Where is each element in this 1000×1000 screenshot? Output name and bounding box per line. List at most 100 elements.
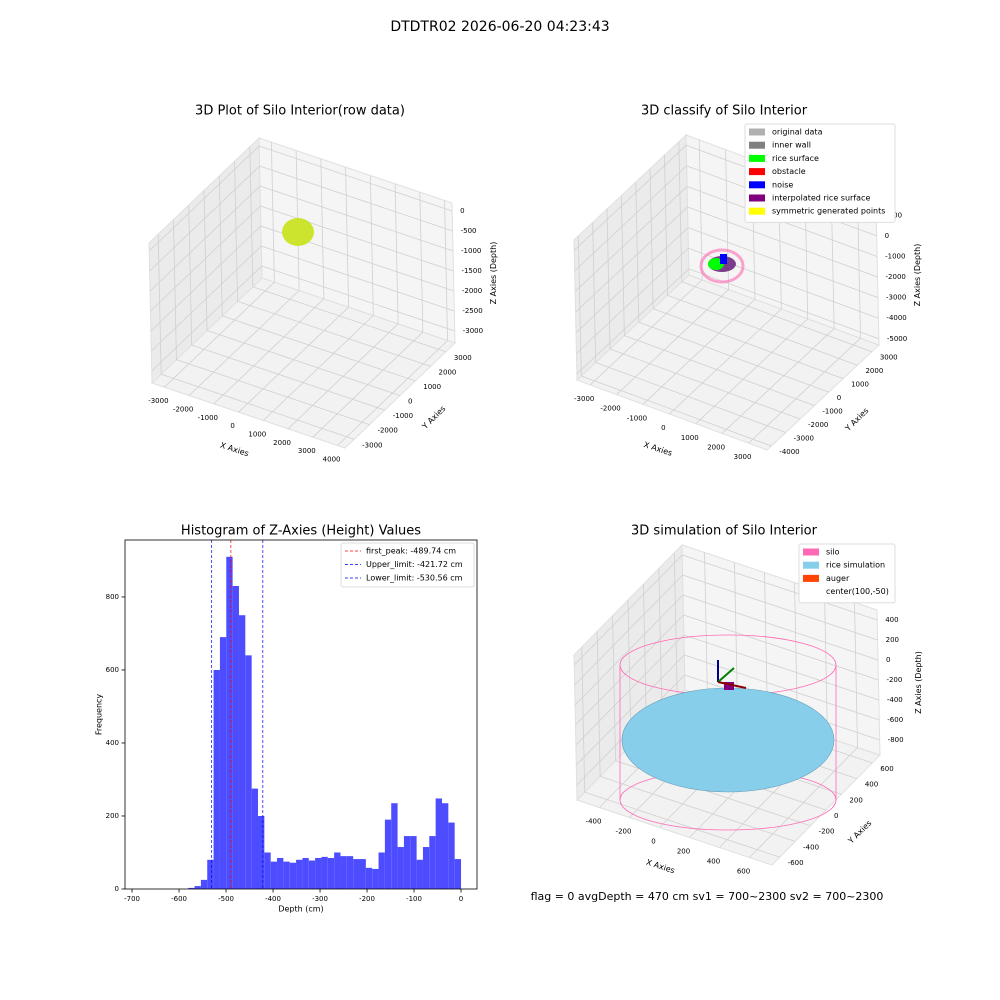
bar (397, 847, 404, 889)
axes-title: 3D simulation of Silo Interior (631, 524, 818, 539)
bar (422, 847, 430, 889)
grid-line (574, 574, 683, 686)
grid-line (681, 281, 872, 353)
grid-line (252, 286, 446, 353)
z-tick-label: -2000 (462, 287, 482, 295)
grid-line (574, 165, 687, 272)
x-tick-label: -3000 (148, 397, 168, 405)
grid-line (218, 175, 223, 316)
grid-line (584, 791, 780, 858)
grid-line (612, 615, 616, 761)
bar (334, 852, 341, 889)
z-tick-label: -500 (461, 227, 477, 235)
legend-patch (749, 141, 765, 149)
y-tick-label: 0 (115, 885, 119, 893)
y-tick-label: -2000 (808, 421, 828, 429)
x-tick-label: -1000 (198, 414, 218, 422)
legend-patch (803, 548, 819, 556)
grid-line (249, 146, 254, 287)
grid-line (576, 268, 690, 375)
z-tick-label: -200 (886, 676, 902, 684)
grid-line (369, 175, 374, 316)
bar (270, 861, 278, 889)
plot-frame (124, 539, 478, 890)
bar (226, 556, 233, 889)
bar (219, 637, 227, 889)
bar (346, 856, 354, 889)
y-tick-label: 600 (106, 666, 119, 674)
grid-line (682, 574, 878, 641)
z-axis-label: Z Axies (Depth) (913, 244, 922, 307)
y-tick-label: -400 (803, 843, 819, 851)
x-tick-label: 600 (737, 868, 750, 876)
y-axis-label: Y Axies (846, 819, 874, 847)
bar (308, 860, 316, 889)
grid-line (576, 247, 689, 354)
bar (327, 857, 335, 889)
bar (391, 803, 398, 889)
x-tick-label: 2000 (707, 443, 725, 451)
bar (448, 822, 455, 889)
y-tick-label: 3000 (880, 354, 898, 362)
grid-line (259, 145, 453, 212)
x-tick-label: 1000 (681, 434, 699, 442)
grid-line (419, 192, 424, 333)
z-tick-label: -3000 (463, 327, 483, 335)
x-tick-label: -400 (265, 895, 281, 903)
legend-patch (749, 168, 765, 176)
grid-line (683, 634, 879, 701)
z-tick-label: -1500 (461, 267, 481, 275)
bar (441, 803, 449, 889)
grid-line (573, 554, 683, 666)
grid-line (698, 139, 703, 280)
grid-line (259, 165, 453, 232)
bar (264, 852, 271, 889)
grid-line (595, 362, 786, 433)
grid-line (577, 235, 582, 376)
y-tick-label: 1000 (851, 381, 869, 389)
grid-line (575, 654, 685, 766)
y-tick-label: 800 (106, 593, 119, 601)
grid-line (345, 167, 350, 308)
figure-title: DTDTR02 2026-06-20 04:23:43 (390, 19, 609, 35)
z-tick-label: 0 (460, 207, 464, 215)
bar (194, 886, 201, 889)
grid-line (270, 142, 275, 283)
z-tick-label: 0 (886, 656, 890, 664)
y-tick-label: 0 (837, 394, 841, 402)
bar (207, 859, 214, 889)
legend-patch (803, 561, 819, 569)
pane-wall (258, 137, 456, 344)
legend-label: Lower_limit: -530.56 cm (366, 574, 463, 583)
grid-line (596, 631, 601, 777)
bar (296, 859, 303, 889)
z-tick-label: -2500 (462, 307, 482, 315)
y-tick-label: -2000 (377, 427, 397, 435)
y-tick-label: -3000 (362, 441, 382, 449)
grid-line (824, 592, 828, 738)
grid-line (643, 584, 647, 730)
y-tick-label: 2000 (865, 367, 883, 375)
grid-line (234, 161, 238, 302)
bar (251, 788, 258, 889)
legend-patch (749, 154, 765, 162)
decoration (717, 667, 735, 683)
legend-patch (749, 128, 765, 136)
y-axis-label: Y Axies (843, 406, 871, 434)
legend-label: center(100,-50) (826, 587, 889, 596)
x-tick-label: 400 (707, 858, 720, 866)
x-tick-label: -300 (312, 895, 328, 903)
grid-line (151, 265, 263, 372)
legend-label: auger (826, 574, 850, 583)
bar (277, 857, 284, 889)
bar (359, 859, 366, 889)
legend-label: rice surface (772, 154, 819, 163)
axes-title: 3D Plot of Silo Interior(row data) (195, 104, 405, 119)
x-axis-label: Depth (cm) (278, 905, 323, 914)
x-axis-label: X Axies (645, 858, 676, 876)
bar (340, 856, 347, 889)
grid-line (261, 265, 455, 332)
legend-label: interpolated rice surface (772, 194, 870, 203)
grid-line (259, 185, 454, 252)
grid-line (682, 594, 879, 661)
